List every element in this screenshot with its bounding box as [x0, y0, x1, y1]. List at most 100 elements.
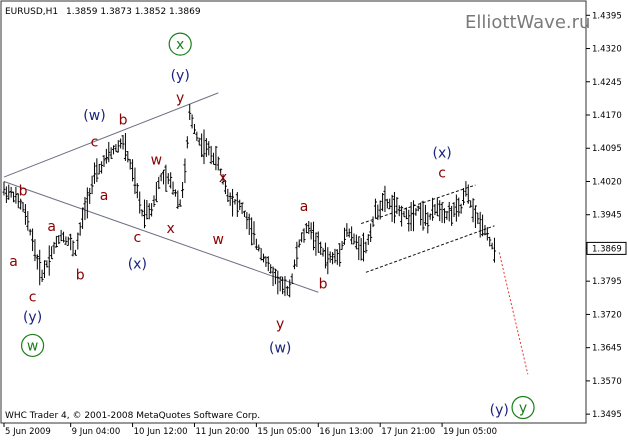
price-bar — [42, 260, 46, 279]
time-tick-label: 16 Jun 13:00 — [319, 427, 373, 437]
price-bar — [183, 158, 187, 184]
price-bar — [131, 159, 135, 182]
wave-circle-marker — [511, 395, 535, 420]
price-bar — [64, 236, 68, 245]
wave-label: (x) — [432, 146, 451, 162]
price-bar — [488, 236, 492, 247]
price-bar — [462, 187, 466, 206]
price-bar — [59, 229, 63, 242]
wave-label: c — [91, 135, 99, 151]
price-bar — [21, 202, 25, 213]
price-bar — [342, 227, 346, 245]
wave-label: c — [29, 290, 37, 306]
price-bar — [188, 104, 192, 120]
price-bar — [121, 135, 125, 150]
price-bar — [112, 145, 116, 155]
price-tick-label: 1.3570 — [592, 377, 622, 387]
price-bar — [271, 266, 275, 287]
price-bar — [92, 162, 96, 184]
price-bar — [173, 189, 177, 197]
price-bar — [50, 246, 54, 260]
price-bar — [69, 233, 73, 251]
price-bar — [435, 197, 439, 217]
wave-label: (y) — [490, 403, 509, 419]
price-bar — [262, 253, 266, 263]
price-bar — [381, 192, 385, 212]
price-bar — [247, 213, 251, 235]
price-bar — [4, 186, 8, 203]
price-bar — [2, 181, 6, 196]
price-bar — [371, 216, 375, 228]
wave-label: a — [47, 219, 56, 235]
price-bar — [100, 161, 104, 174]
price-bar — [457, 197, 461, 217]
price-bar — [16, 193, 20, 209]
price-bar — [423, 204, 427, 226]
price-bar — [419, 202, 423, 226]
wave-label: y — [276, 316, 284, 332]
price-bar — [447, 201, 451, 222]
time-tick-label: 11 Jun 20:00 — [195, 427, 249, 437]
price-bar — [385, 198, 389, 209]
price-bar — [476, 212, 480, 225]
price-bar — [373, 198, 377, 219]
wave-label: c — [438, 166, 446, 182]
price-bar — [309, 222, 313, 240]
price-tick-label: 1.3945 — [592, 211, 622, 221]
price-bar — [95, 158, 99, 183]
price-bar — [123, 133, 127, 161]
price-bar — [185, 136, 189, 149]
wave-label: c — [133, 230, 141, 246]
price-bar — [150, 203, 154, 217]
price-bar — [147, 203, 151, 220]
price-bar — [192, 123, 196, 135]
price-bar — [181, 181, 185, 198]
price-bar — [223, 180, 227, 195]
time-tick-label: 17 Jun 21:00 — [381, 427, 435, 437]
time-tick-label: 9 Jun 04:00 — [72, 427, 121, 437]
wave-circle-marker — [168, 32, 192, 56]
price-bar — [442, 208, 446, 224]
price-bar — [109, 147, 113, 159]
price-bar — [450, 205, 454, 226]
price-bar — [78, 222, 82, 236]
price-bar — [323, 242, 327, 269]
price-bar — [154, 181, 158, 203]
price-bar — [240, 202, 244, 215]
price-bar — [233, 199, 237, 205]
wave-label: (y) — [171, 68, 190, 84]
price-bar — [235, 192, 239, 217]
price-bar — [471, 198, 475, 223]
time-tick-label: 5 Jun 2009 — [5, 427, 51, 437]
price-bar — [459, 203, 463, 214]
forecast-line — [498, 252, 529, 375]
price-bar — [290, 273, 294, 284]
price-bar — [116, 140, 120, 153]
time-tick-label: 15 Jun 05:00 — [257, 427, 311, 437]
price-bar — [304, 222, 308, 234]
price-bar — [200, 133, 204, 158]
price-bar — [316, 231, 320, 253]
price-bar — [214, 145, 218, 171]
price-bar — [12, 191, 16, 203]
price-bar — [347, 228, 351, 238]
price-bar — [328, 251, 332, 263]
price-bar — [202, 129, 206, 165]
price-bar — [431, 197, 435, 221]
price-bar — [345, 223, 349, 237]
price-bar — [354, 234, 358, 250]
price-bar — [81, 207, 85, 229]
price-tick-label: 1.4170 — [592, 111, 622, 121]
price-bar — [209, 145, 213, 165]
price-bar — [31, 228, 35, 252]
price-bar — [350, 226, 354, 245]
price-tick-label: 1.4245 — [592, 78, 622, 88]
price-bar — [238, 199, 242, 211]
price-bar — [273, 268, 277, 285]
price-bar — [26, 211, 30, 231]
price-bar — [454, 194, 458, 222]
price-bar — [392, 191, 396, 224]
price-bars — [2, 104, 496, 298]
price-bar — [128, 159, 132, 170]
price-bar — [7, 184, 11, 200]
